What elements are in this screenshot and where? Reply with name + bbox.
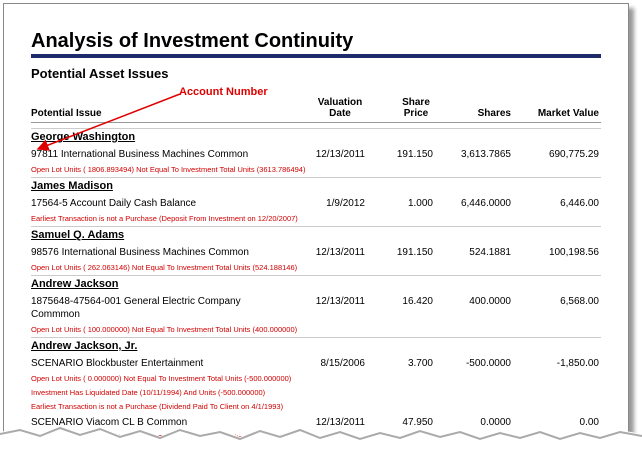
- client-name: James Madison: [31, 177, 601, 195]
- market-value: 0.00: [579, 417, 599, 428]
- market-value: 6,568.00: [560, 296, 599, 307]
- holding-row: SCENARIO Blockbuster Entertainment 8/15/2…: [31, 355, 601, 372]
- date: 1/9/2012: [326, 198, 365, 209]
- client-name: George Washington: [31, 128, 601, 146]
- title-rule: [31, 54, 601, 58]
- market-value: -1,850.00: [556, 358, 599, 369]
- shares: -500.0000: [465, 358, 511, 369]
- holding-row: 17564-5 Account Daily Cash Balance 1/9/20…: [31, 195, 601, 212]
- issue-text: 98576 International Business Machines Co…: [31, 247, 249, 258]
- holding-row: SCENARIO Viacom CL B Common 12/13/2011 47.…: [31, 414, 601, 431]
- issue-note: Open Lot Units ( 100.000000) Not Equal T…: [31, 325, 298, 334]
- client-name: Samuel Q. Adams: [31, 226, 601, 244]
- issue-note: Open Lot Units ( 0.000000) Not Equal To …: [31, 374, 292, 383]
- column-header: Market Value: [537, 108, 599, 119]
- issue-text: SCENARIO Viacom CL B Common: [31, 417, 188, 428]
- column-header: Shares: [477, 108, 511, 119]
- issue-note: Earliest Transaction is not a Purchase (…: [31, 214, 298, 223]
- issue-text: 17564-5 Account Daily Cash Balance: [31, 198, 197, 209]
- market-value: 6,446.00: [560, 198, 599, 209]
- column-headers: Potential Issue Valuation Date Share Price…: [31, 96, 601, 123]
- client-name: Andrew Jackson, Jr.: [31, 337, 601, 355]
- shares: 6,446.0000: [460, 198, 511, 209]
- annotation-arrow: [36, 93, 181, 151]
- market-value: 690,775.29: [548, 149, 599, 160]
- issue-note: Open Lot Units ( 262.063146) Not Equal T…: [31, 263, 298, 272]
- price: 47.950: [402, 417, 433, 428]
- issue-text: SCENARIO Blockbuster Entertainment: [31, 358, 204, 369]
- price: 3.700: [407, 358, 433, 369]
- price: 191.150: [396, 247, 433, 258]
- holding-row: 98576 International Business Machines Co…: [31, 244, 601, 261]
- holding-row: 1875648-47564-001 General Electric Compa…: [31, 293, 601, 323]
- column-header: Share Price: [402, 97, 430, 119]
- price: 1.000: [407, 198, 433, 209]
- report-sheet: Analysis of Investment Continuity Potent…: [3, 3, 629, 460]
- client-name: Andrew Jackson: [31, 275, 601, 293]
- shares: 400.0000: [469, 296, 511, 307]
- price: 191.150: [396, 149, 433, 160]
- report-subtitle: Potential Asset Issues: [31, 66, 169, 81]
- price: 16.420: [402, 296, 433, 307]
- issue-note: Open Lot Units ( 1806.893494) Not Equal …: [31, 165, 306, 174]
- issue-text: 97811 International Business Machines Co…: [31, 149, 249, 160]
- date: 12/13/2011: [315, 149, 365, 160]
- holding-row: 97811 International Business Machines Co…: [31, 146, 601, 163]
- issue-note: Investment Has Liquidated Date (10/11/19…: [31, 388, 266, 397]
- date: 12/13/2011: [315, 417, 365, 428]
- issue-text: 1875648-47564-001 General Electric Compa…: [31, 296, 241, 320]
- report-title: Analysis of Investment Continuity: [31, 30, 354, 52]
- issue-note: Earliest Transaction is not a Purchase (…: [31, 402, 284, 411]
- shares: 0.0000: [480, 417, 511, 428]
- date: 12/13/2011: [315, 296, 365, 307]
- shares: 3,613.7865: [460, 149, 511, 160]
- market-value: 100,198.56: [548, 247, 599, 258]
- date: 8/15/2006: [320, 358, 366, 369]
- annotation-label: Account Number: [179, 86, 268, 98]
- column-header: Valuation Date: [317, 97, 363, 119]
- date: 12/13/2011: [315, 247, 365, 258]
- shares: 524.1881: [469, 247, 511, 258]
- column-header: Potential Issue: [31, 108, 102, 119]
